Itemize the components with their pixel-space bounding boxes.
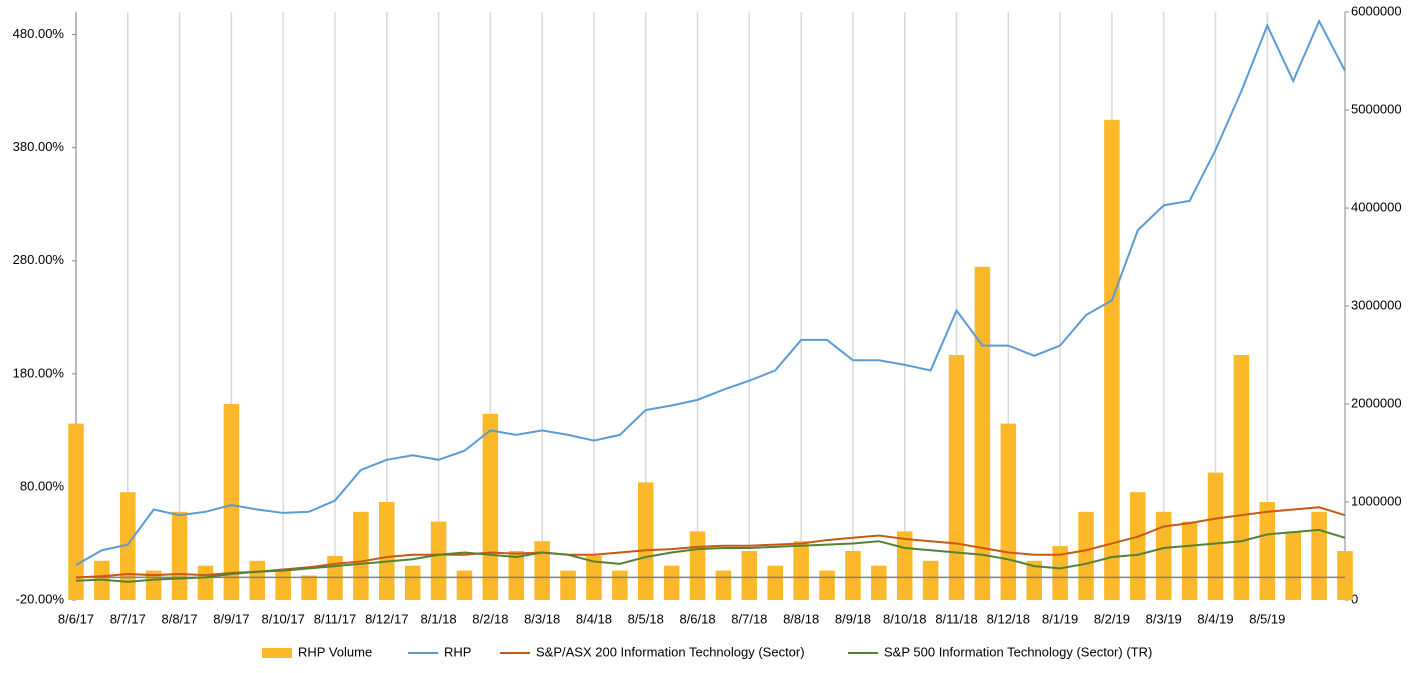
volume-bar	[1078, 511, 1094, 600]
volume-bar	[612, 570, 628, 600]
x-tick-label: 8/9/17	[213, 611, 249, 626]
x-tick-label: 8/12/18	[987, 611, 1030, 626]
y2-tick-label: 0	[1351, 591, 1358, 606]
y2-tick-label: 2000000	[1351, 395, 1402, 410]
x-tick-label: 8/6/18	[679, 611, 715, 626]
x-tick-label: 8/6/17	[58, 611, 94, 626]
series-line	[75, 528, 1346, 583]
volume-bar	[1052, 546, 1068, 600]
x-tick-label: 8/9/18	[835, 611, 871, 626]
x-tick-label: 8/2/18	[472, 611, 508, 626]
x-tick-label: 8/4/19	[1197, 611, 1233, 626]
x-tick-label: 8/11/18	[935, 611, 977, 626]
volume-bar	[197, 565, 214, 600]
x-tick-label: 8/1/18	[420, 611, 456, 626]
legend-label: RHP	[444, 644, 471, 659]
volume-bar	[1337, 551, 1353, 600]
y-tick-label: 80.00%	[20, 478, 65, 493]
volume-bar	[871, 565, 887, 600]
volume-bar	[249, 560, 266, 600]
volume-bar	[1233, 355, 1250, 600]
volume-bar	[301, 575, 317, 600]
x-tick-label: 8/12/17	[365, 611, 408, 626]
volume-bar	[1130, 492, 1146, 600]
volume-bar	[663, 565, 680, 600]
volume-bar	[741, 551, 758, 600]
legend-swatch	[262, 648, 292, 658]
volume-bar	[1259, 502, 1276, 600]
series-line	[75, 506, 1346, 579]
volume-bar	[223, 404, 240, 600]
volume-bar	[1181, 521, 1198, 600]
y-tick-label: 380.00%	[13, 139, 65, 154]
volume-bar	[275, 570, 291, 600]
volume-bar	[560, 570, 576, 600]
volume-bar	[456, 570, 473, 600]
volume-bar	[637, 482, 654, 600]
y-tick-label: 180.00%	[13, 365, 65, 380]
volume-bar	[171, 511, 188, 600]
volume-bar	[482, 413, 499, 600]
y2-tick-label: 1000000	[1351, 493, 1402, 508]
y2-tick-label: 3000000	[1351, 297, 1402, 312]
volume-bar	[715, 570, 732, 600]
x-tick-label: 8/5/19	[1249, 611, 1285, 626]
y-tick-label: -20.00%	[16, 591, 65, 606]
volume-bar	[379, 502, 395, 600]
y2-tick-label: 6000000	[1351, 3, 1402, 18]
x-tick-label: 8/2/19	[1094, 611, 1130, 626]
volume-bar	[689, 531, 706, 600]
volume-bar	[922, 560, 939, 600]
volume-bar	[120, 492, 136, 600]
series-line	[75, 18, 1346, 566]
y-tick-label: 480.00%	[13, 26, 65, 41]
volume-bar	[845, 551, 861, 600]
volume-bar	[404, 565, 421, 600]
x-tick-label: 8/5/18	[628, 611, 664, 626]
volume-bar	[1285, 531, 1301, 600]
x-tick-label: 8/10/17	[261, 611, 304, 626]
volume-bar	[508, 551, 525, 600]
legend-label: S&P 500 Information Technology (Sector) …	[884, 644, 1152, 659]
volume-bar	[430, 521, 447, 600]
volume-bar	[948, 355, 965, 600]
x-tick-label: 8/7/18	[731, 611, 767, 626]
volume-bar	[767, 565, 784, 600]
volume-bar	[353, 511, 369, 600]
y-tick-label: 280.00%	[13, 252, 65, 267]
volume-bar	[1026, 560, 1042, 600]
x-tick-label: 8/10/18	[883, 611, 926, 626]
legend-label: RHP Volume	[298, 644, 372, 659]
volume-bar	[1207, 472, 1224, 600]
volume-bar	[534, 541, 550, 600]
y2-tick-label: 4000000	[1351, 199, 1402, 214]
x-tick-label: 8/3/19	[1146, 611, 1182, 626]
y2-tick-label: 5000000	[1351, 101, 1402, 116]
x-tick-label: 8/8/17	[162, 611, 198, 626]
x-tick-label: 8/11/17	[314, 611, 356, 626]
legend-label: S&P/ASX 200 Information Technology (Sect…	[536, 644, 805, 659]
volume-bar	[819, 570, 835, 600]
x-tick-label: 8/4/18	[576, 611, 612, 626]
x-tick-label: 8/3/18	[524, 611, 560, 626]
volume-bar	[896, 531, 913, 600]
volume-bar	[1000, 423, 1017, 600]
x-tick-label: 8/7/17	[110, 611, 146, 626]
volume-bar	[974, 266, 991, 600]
volume-bar	[1104, 119, 1120, 601]
x-tick-label: 8/8/18	[783, 611, 819, 626]
volume-bar	[68, 423, 84, 600]
x-tick-label: 8/1/19	[1042, 611, 1078, 626]
volume-bar	[1311, 511, 1327, 600]
volume-bar	[793, 541, 809, 600]
